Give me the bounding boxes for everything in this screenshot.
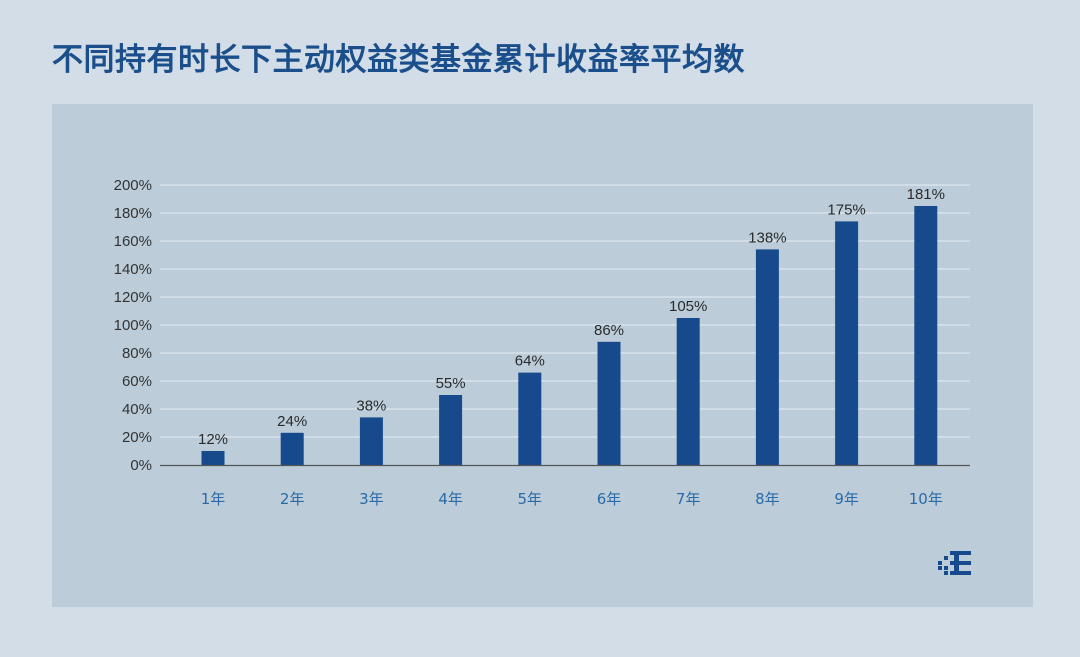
x-tick-label: 2年: [280, 490, 305, 508]
y-tick-label: 60%: [122, 373, 152, 390]
e-logo-icon: [938, 551, 971, 575]
data-label: 24%: [277, 413, 307, 430]
bar: [676, 318, 700, 465]
data-label: 64%: [515, 353, 545, 370]
data-label: 138%: [748, 229, 786, 246]
x-tick-label: 3年: [359, 490, 384, 508]
y-tick-label: 200%: [114, 177, 152, 194]
data-label: 181%: [907, 186, 945, 203]
x-tick-label: 9年: [834, 490, 859, 508]
bar: [914, 206, 938, 465]
data-label: 55%: [436, 375, 466, 392]
x-tick-label: 4年: [438, 490, 463, 508]
bar: [201, 451, 225, 465]
y-tick-label: 20%: [122, 429, 152, 446]
x-tick-label: 7年: [676, 490, 701, 508]
y-tick-label: 0%: [130, 457, 152, 474]
x-tick-label: 8年: [755, 490, 780, 508]
bar: [439, 395, 463, 465]
data-label: 38%: [356, 397, 386, 414]
x-tick-label: 5年: [518, 490, 543, 508]
data-label: 86%: [594, 322, 624, 339]
y-tick-label: 40%: [122, 401, 152, 418]
bar: [755, 249, 779, 465]
x-tick-label: 10年: [909, 490, 943, 508]
x-tick-label: 1年: [201, 490, 226, 508]
page-title: 不同持有时长下主动权益类基金累计收益率平均数: [52, 42, 745, 78]
bar: [359, 417, 383, 465]
y-tick-label: 80%: [122, 345, 152, 362]
data-label: 175%: [827, 201, 865, 218]
bar: [280, 432, 304, 465]
y-tick-label: 180%: [114, 205, 152, 222]
x-tick-label: 6年: [597, 490, 622, 508]
y-tick-label: 140%: [114, 261, 152, 278]
y-tick-label: 100%: [114, 317, 152, 334]
data-label: 105%: [669, 298, 707, 315]
data-label: 12%: [198, 431, 228, 448]
bar: [835, 221, 859, 465]
y-tick-label: 120%: [114, 289, 152, 306]
chart-panel: [52, 104, 1033, 607]
bar: [518, 372, 542, 465]
y-tick-label: 160%: [114, 233, 152, 250]
bar: [597, 341, 621, 465]
